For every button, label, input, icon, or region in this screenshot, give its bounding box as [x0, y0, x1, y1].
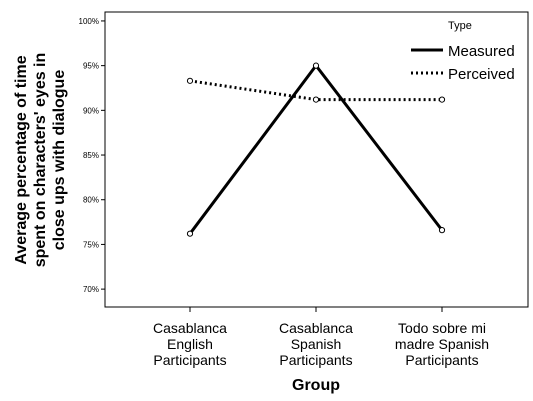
y-axis-label: Average percentage of time spent on chara… — [13, 53, 68, 268]
data-point-perceived — [312, 96, 320, 103]
x-tick-label-line: madre Spanish — [395, 336, 489, 352]
y-axis-label-line: spent on characters' eyes in — [32, 53, 49, 268]
y-tick-label: 85% — [83, 151, 99, 160]
series-group — [186, 62, 446, 237]
legend-label-measured: Measured — [448, 43, 515, 60]
x-tick-label-line: Participants — [153, 352, 226, 368]
series-line-perceived — [189, 79, 442, 102]
x-tick-label-line: Participants — [279, 352, 352, 368]
y-tick-label: 90% — [83, 106, 99, 115]
x-tick-label-line: Participants — [405, 352, 478, 368]
data-point-perceived — [438, 96, 446, 103]
data-point-measured — [438, 227, 446, 234]
data-point-measured — [186, 230, 194, 237]
y-tick-label: 75% — [83, 240, 99, 249]
x-tick-label-line: Casablanca — [279, 320, 353, 336]
x-tick-label-line: Todo sobre mi — [398, 320, 486, 336]
x-axis-label: Group — [292, 377, 340, 394]
y-tick-label: 100% — [79, 17, 99, 26]
series-line-measured — [188, 63, 444, 235]
x-tick-label-line: Casablanca — [153, 320, 227, 336]
data-point-measured — [312, 62, 320, 69]
x-tick-label: Casablanca Spanish Participants — [279, 320, 353, 368]
y-axis: 70% 75% 80% 85% 90% 95% 100% — [79, 17, 105, 294]
y-tick-label: 70% — [83, 285, 99, 294]
x-tick-label: Todo sobre mi madre Spanish Participants — [395, 320, 489, 368]
x-tick-label-line: Spanish — [291, 336, 342, 352]
data-point-perceived — [186, 77, 194, 84]
y-tick-label: 80% — [83, 196, 99, 205]
y-axis-label-line: Average percentage of time — [13, 55, 30, 264]
legend-label-perceived: Perceived — [448, 66, 515, 83]
y-axis-label-text: Average percentage of time spent on chara… — [13, 53, 68, 268]
x-tick-label: Casablanca English Participants — [153, 320, 227, 368]
y-tick-label: 95% — [83, 62, 99, 71]
y-axis-label-line: close ups with dialogue — [51, 70, 68, 251]
x-tick-label-line: English — [167, 336, 213, 352]
legend-title: Type — [448, 20, 472, 32]
legend: Type Measured Perceived — [411, 20, 515, 83]
